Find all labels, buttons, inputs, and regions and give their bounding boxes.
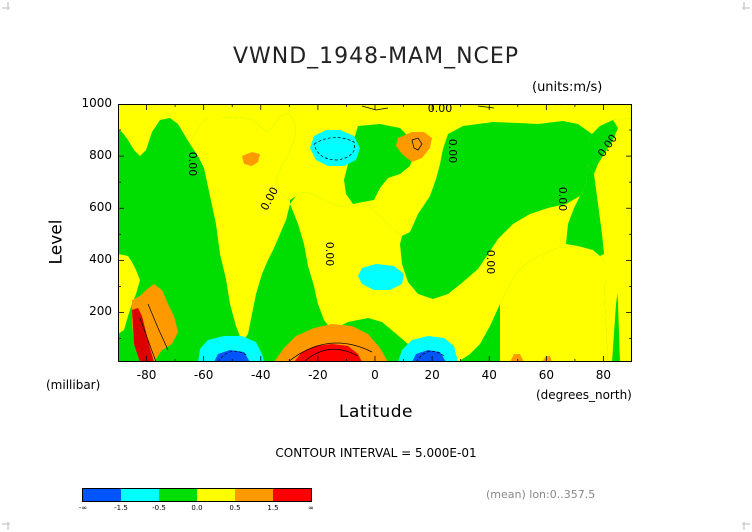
contour-value-label: 0.00 — [556, 187, 569, 212]
colorbar-segment — [83, 489, 121, 501]
region-blue-bottom-left — [214, 350, 250, 362]
contour-lines — [139, 105, 495, 362]
x-tick-label: -80 — [136, 368, 157, 382]
y-tick-label: 1000 — [81, 96, 112, 110]
region-yellow-mid-tongue — [312, 230, 332, 304]
units-label: (units:m/s) — [532, 80, 603, 95]
colorbar-frame — [82, 488, 312, 502]
region-blue-bottom-right — [412, 350, 446, 362]
x-tick-label: 60 — [538, 368, 554, 382]
colorbar-tick-label: 1.5 — [267, 504, 279, 512]
colorbar-segment — [197, 489, 235, 501]
region-yellow-center — [290, 118, 632, 362]
y-axis-units: (millibar) — [46, 378, 101, 392]
colorbar-tick-label: 0.0 — [191, 504, 203, 512]
y-tick-label: 400 — [89, 252, 112, 267]
region-cyan-upper — [310, 130, 360, 166]
colorbar-tick-label: -∞ — [78, 504, 88, 512]
contour-value-label: 0.00 — [446, 139, 459, 164]
region-yellow-left-edge — [118, 254, 140, 334]
contour-plot: 0.000.000.000.000.000.000.000.00 — [118, 104, 632, 362]
x-tick-label: 20 — [424, 368, 440, 382]
region-orange-bottom-far — [542, 356, 552, 362]
region-orange-bottom-right — [510, 354, 524, 362]
region-cyan-bottom-left — [198, 336, 264, 362]
x-axis-label: Latitude — [339, 402, 413, 422]
averaging-note: (mean) lon:0..357.5 — [486, 488, 596, 501]
colorbar-segment — [159, 489, 197, 501]
x-tick-label: 80 — [595, 368, 612, 382]
x-tick-label: -60 — [193, 368, 214, 382]
x-tick-label: 40 — [481, 368, 497, 382]
colorbar-segment — [273, 489, 311, 501]
contour-value-label: 0.00 — [484, 250, 497, 275]
colorbar — [82, 488, 312, 502]
colorbar-tick-label: 0.5 — [229, 504, 241, 512]
region-red-left-edge — [132, 308, 154, 362]
region-cyan-middle — [358, 264, 404, 290]
chart-title: VWND_1948-MAM_NCEP — [232, 44, 520, 69]
region-green-east-top — [588, 120, 618, 174]
colorbar-tick-label: ∞ — [308, 504, 314, 512]
x-tick-label: -40 — [250, 368, 271, 382]
contour-value-label: 0.00 — [186, 152, 199, 177]
x-tick-label: -20 — [308, 368, 328, 382]
contour-value-label: 0.00 — [323, 242, 336, 267]
y-tick-label: 600 — [89, 200, 112, 215]
region-green-left-mid — [138, 242, 152, 264]
x-tick-label: 0 — [371, 368, 379, 382]
colorbar-tick-label: -0.5 — [152, 504, 166, 512]
colorbar-segment — [121, 489, 159, 501]
region-yellow-right-edge — [616, 212, 632, 362]
region-orange-upper-left — [242, 152, 260, 166]
y-tick-label: 800 — [89, 148, 112, 163]
region-yellow-left-column — [190, 113, 296, 342]
region-green-column-right — [566, 164, 604, 256]
x-axis-units: (degrees_north) — [536, 388, 632, 402]
contour-value-label: 0.00 — [428, 104, 453, 115]
y-tick-label: 200 — [89, 304, 112, 319]
axis-tick-marks — [118, 104, 632, 362]
region-yellow-right-lower — [500, 246, 608, 362]
colorbar-segment — [235, 489, 273, 501]
contour-interval-label: CONTOUR INTERVAL = 5.000E-01 — [275, 446, 477, 460]
colorbar-tick-label: -1.5 — [114, 504, 128, 512]
